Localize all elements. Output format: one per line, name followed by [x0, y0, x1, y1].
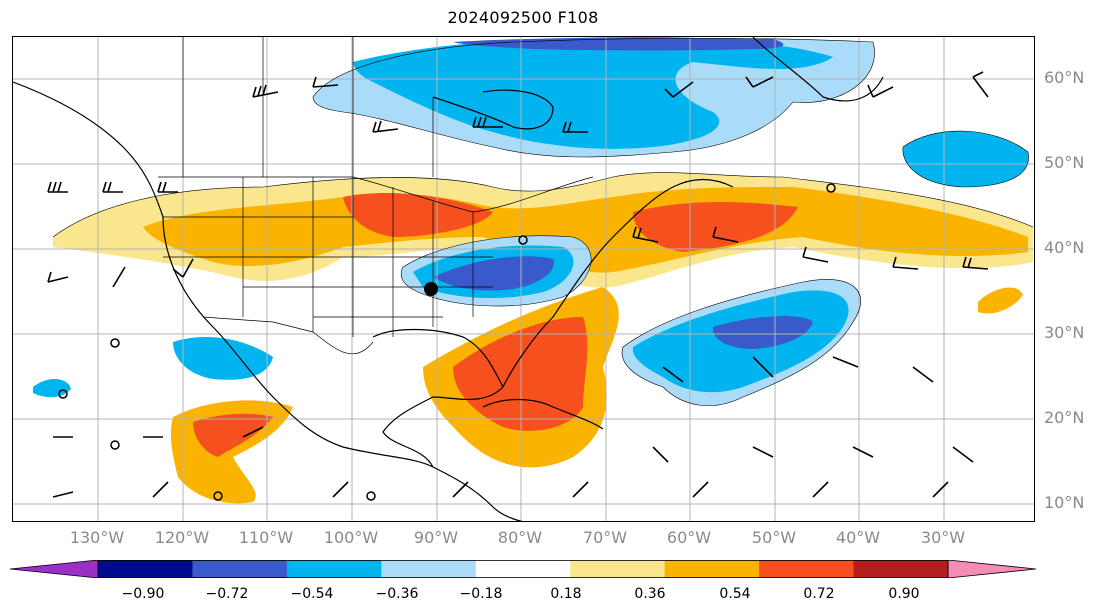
- border-us-mexico: [202, 316, 374, 355]
- colorbar-segment: [98, 560, 193, 578]
- colorbar-segment: [192, 560, 288, 578]
- lon-label-130w: 130°W: [69, 528, 125, 547]
- colorbar-segment: [570, 560, 666, 578]
- anomaly-contours: [52, 37, 1034, 407]
- colorbar-tick: 0.72: [803, 586, 835, 602]
- anomaly-region-east-atlantic-cool: [902, 131, 1029, 187]
- colorbar-segment: [381, 560, 477, 578]
- colorbar-tick: −0.18: [459, 586, 503, 602]
- anomaly-region-atlantic-coldest: [712, 315, 813, 349]
- lat-label-30n: 30°N: [1044, 323, 1085, 342]
- colorbar-tick: −0.54: [290, 586, 334, 602]
- coastline-hudson-bay: [432, 89, 554, 130]
- wind-barbs: [47, 71, 989, 498]
- anomaly-region-mexico-cool: [173, 337, 273, 380]
- colorbar-segment: [286, 560, 382, 578]
- coastline-west-north-america: [13, 81, 434, 468]
- lon-label-100w: 100°W: [323, 528, 379, 547]
- anomaly-region-pacific-hot: [193, 413, 273, 457]
- coastline-east-coast: [502, 178, 734, 388]
- anomaly-region-canada-cold: [353, 37, 833, 149]
- border-us-canada: [158, 176, 594, 213]
- lon-label-120w: 120°W: [154, 528, 210, 547]
- border-canada-provinces: [182, 37, 434, 177]
- colorbar-tick: 0.18: [550, 586, 582, 602]
- colorbar-segment: [759, 560, 855, 578]
- colorbar: [10, 560, 1036, 578]
- lon-label-50w: 50°W: [751, 528, 797, 547]
- colorbar-tick: −0.90: [121, 586, 165, 602]
- lon-label-70w: 70°W: [582, 528, 628, 547]
- coastline-gulf-mexico: [372, 328, 504, 468]
- colorbar-segment: [475, 560, 571, 578]
- colorbar-tick: 0.54: [719, 586, 751, 602]
- anomaly-region-gulf-hot: [453, 317, 588, 431]
- colorbar-extend-high: [947, 560, 1036, 578]
- lon-label-110w: 110°W: [238, 528, 294, 547]
- colorbar-extend-low: [10, 560, 99, 578]
- lon-label-80w: 80°W: [497, 528, 543, 547]
- city-marker: [424, 282, 438, 296]
- lat-label-60n: 60°N: [1044, 68, 1085, 87]
- map-title: 2024092500 F108: [447, 8, 599, 27]
- colorbar-tick: −0.36: [375, 586, 419, 602]
- anomaly-region-hawaii-cool: [33, 378, 71, 398]
- anomaly-region-us-hot: [343, 192, 493, 237]
- graticule: [13, 37, 1034, 521]
- border-states-2: [163, 256, 493, 318]
- colorbar-frame: [97, 560, 949, 578]
- colorbar-tick: 0.90: [888, 586, 920, 602]
- lon-label-40w: 40°W: [835, 528, 881, 547]
- lat-label-40n: 40°N: [1044, 238, 1085, 257]
- anomaly-region-east-atlantic-warm: [978, 287, 1023, 314]
- colorbar-segments: [10, 560, 1036, 578]
- lat-label-20n: 20°N: [1044, 408, 1085, 427]
- coastline-central-america: [432, 466, 523, 521]
- coastline-cuba: [482, 398, 604, 430]
- lat-label-50n: 50°N: [1044, 153, 1085, 172]
- map-canvas: [13, 37, 1034, 521]
- lon-label-30w: 30°W: [920, 528, 966, 547]
- lon-label-60w: 60°W: [666, 528, 712, 547]
- colorbar-tick: 0.36: [634, 586, 666, 602]
- colorbar-tick: −0.72: [205, 586, 249, 602]
- negative-anomaly-fields: [33, 37, 1029, 406]
- colorbar-segment: [664, 560, 760, 578]
- map-panel: [12, 36, 1035, 522]
- lat-label-10n: 10°N: [1044, 493, 1085, 512]
- lon-label-90w: 90°W: [413, 528, 459, 547]
- colorbar-segment: [853, 560, 949, 578]
- anomaly-region-ohio-coldest: [433, 256, 554, 291]
- political-borders: [158, 37, 594, 355]
- calm-markers: [58, 183, 836, 501]
